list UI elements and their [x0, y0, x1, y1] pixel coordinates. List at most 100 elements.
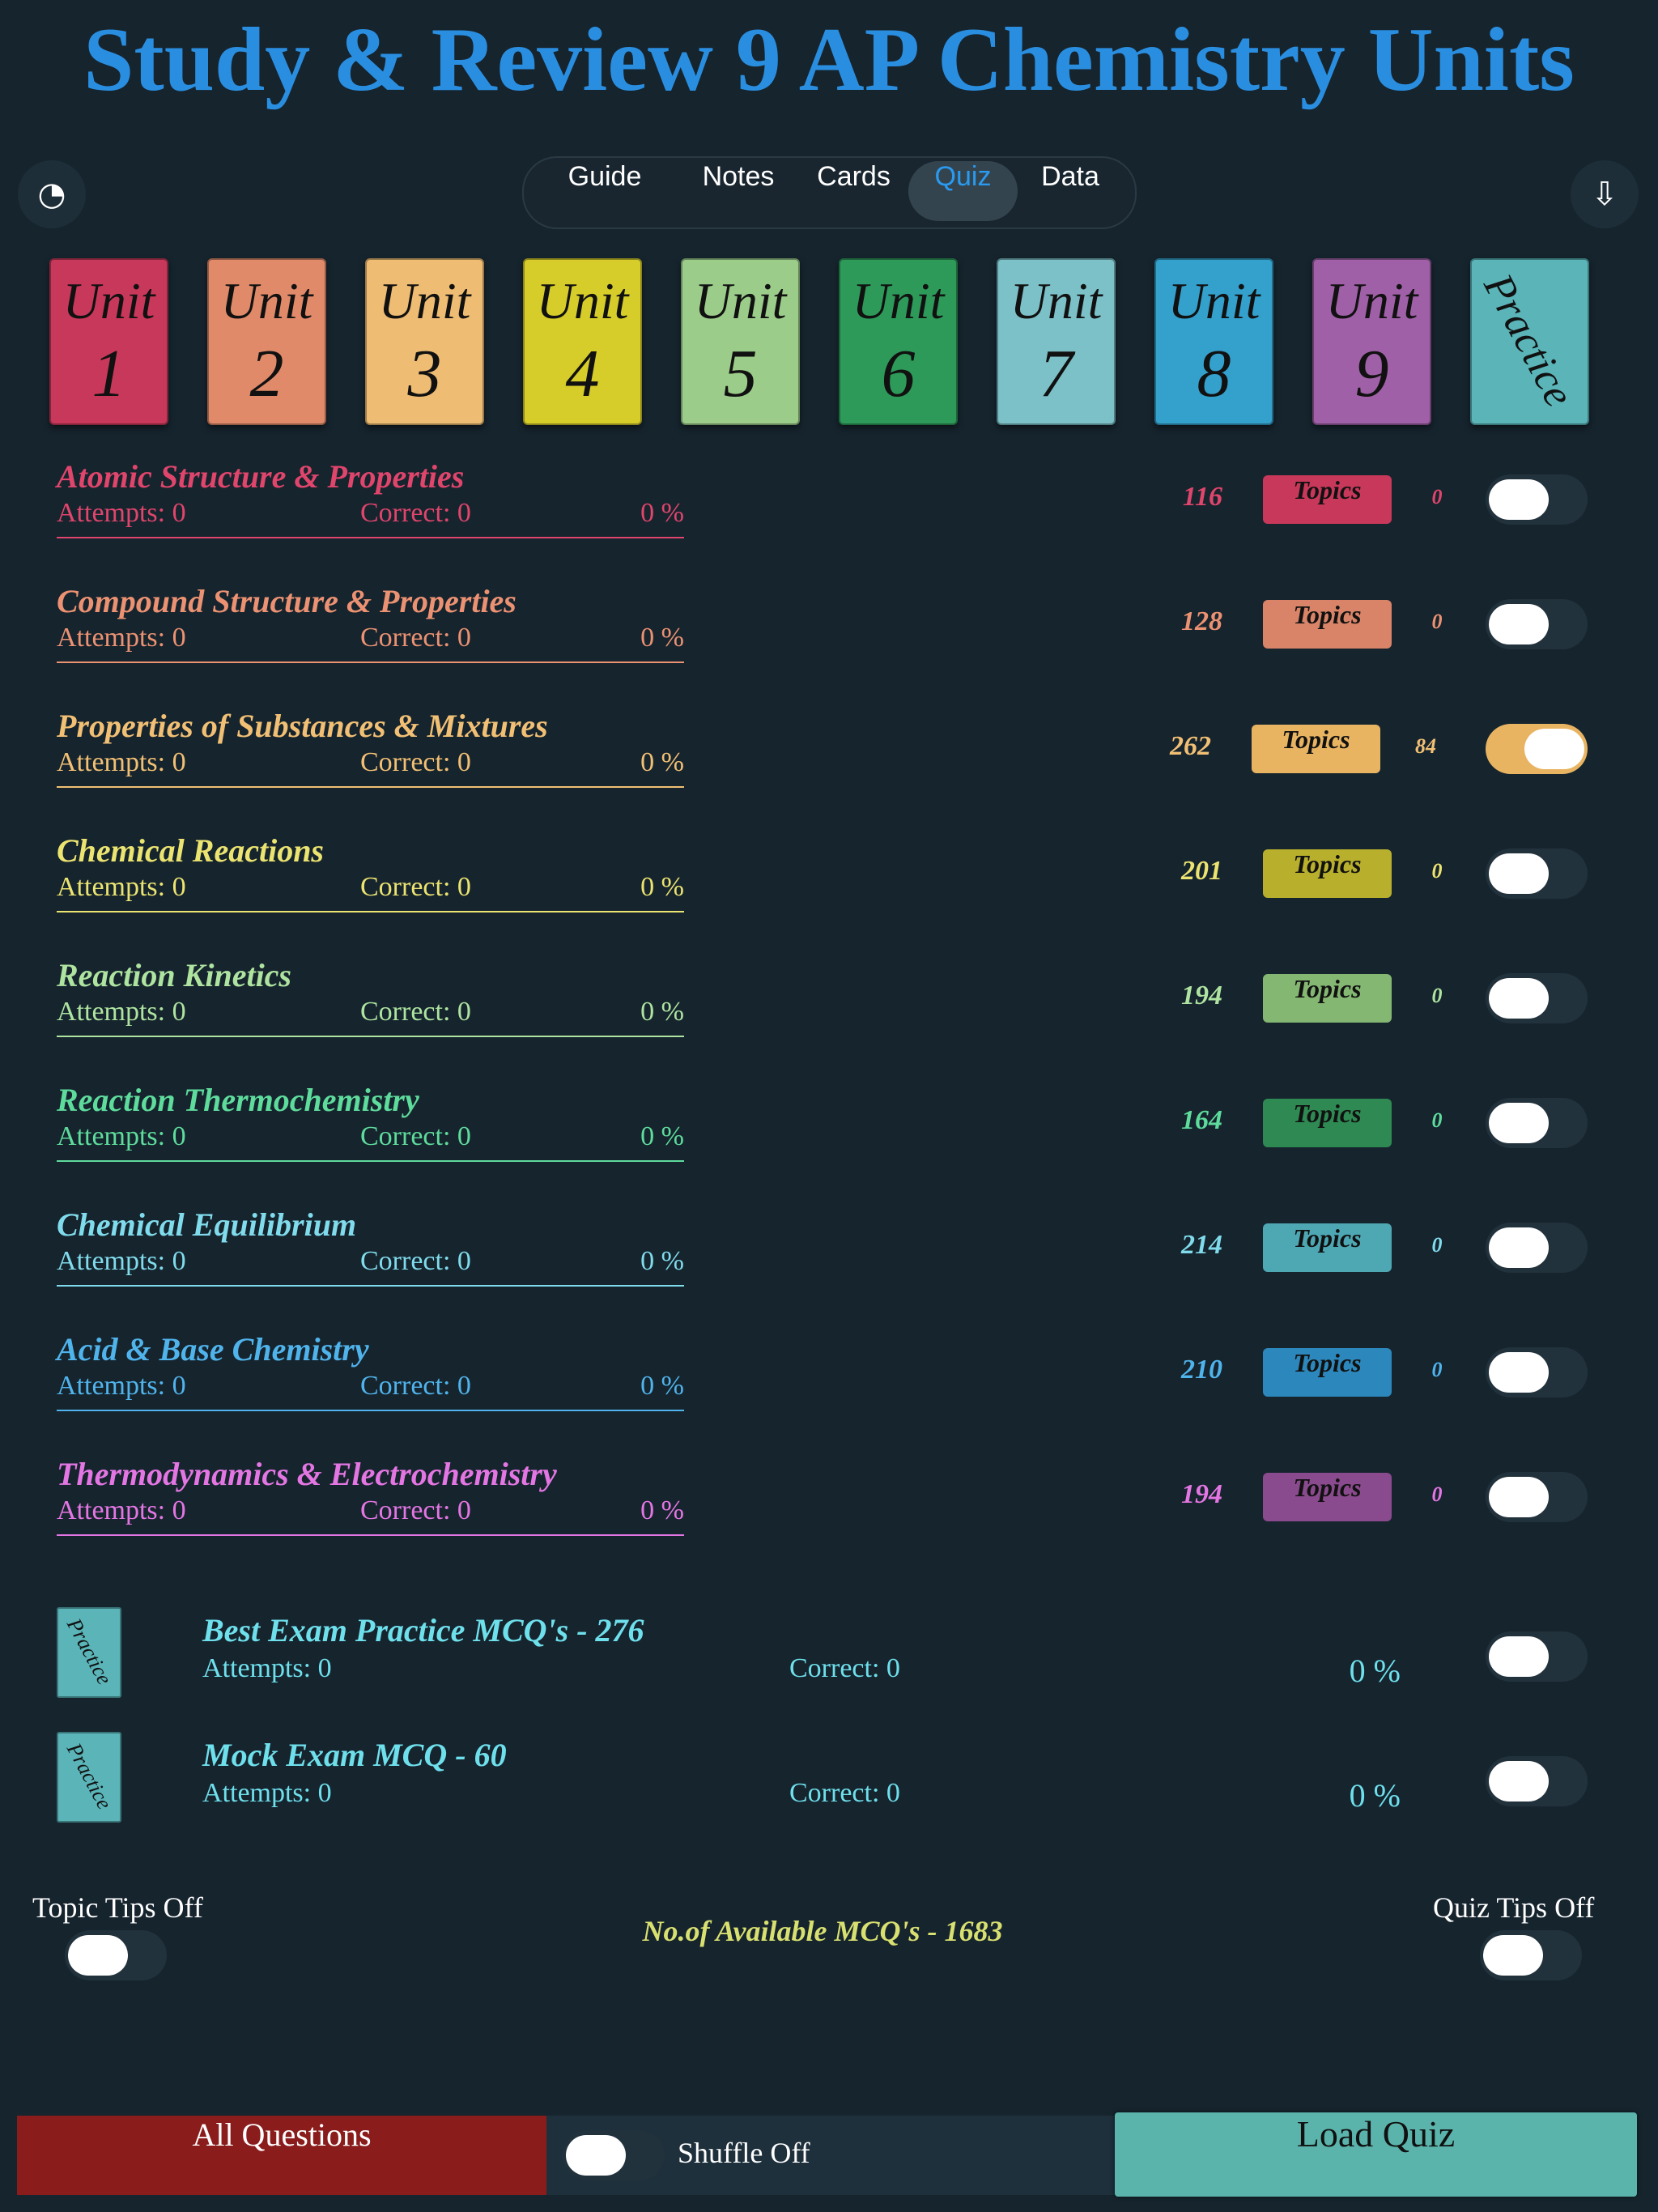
unit-card[interactable]: Unit 1: [49, 258, 168, 425]
topics-button[interactable]: Topics: [1252, 725, 1380, 773]
dashboard-button[interactable]: ◔: [18, 160, 86, 228]
attempts: Attempts: 0: [57, 1246, 186, 1276]
unit-name: Reaction Thermochemistry: [57, 1082, 419, 1118]
question-count: 201: [1181, 856, 1222, 886]
percent: 0 %: [640, 1121, 684, 1151]
unit-card[interactable]: Unit 6: [839, 258, 958, 425]
percent: 0 %: [1349, 1777, 1401, 1814]
shuffle-toggle[interactable]: [563, 2130, 665, 2180]
question-count: 128: [1181, 606, 1222, 636]
topic-tips-label: Topic Tips Off: [32, 1891, 203, 1924]
unit-name: Acid & Base Chemistry: [57, 1331, 369, 1368]
practice-name: Best Exam Practice MCQ's - 276: [202, 1612, 644, 1648]
title: Study & Review 9 AP Chemistry Units: [83, 10, 1575, 110]
practice-icon-label: Practice: [62, 1614, 117, 1689]
tab[interactable]: Cards: [817, 161, 891, 192]
selected-count: 0: [1431, 1482, 1443, 1506]
practice-toggle[interactable]: [1486, 1756, 1588, 1806]
unit-card[interactable]: Unit 9: [1312, 258, 1431, 425]
unit-card[interactable]: Unit 3: [365, 258, 484, 425]
topics-button[interactable]: Topics: [1263, 849, 1392, 898]
underline: [57, 786, 684, 788]
unit-toggle[interactable]: [1486, 724, 1588, 774]
unit-card[interactable]: Practice: [1470, 258, 1589, 425]
question-count: 164: [1181, 1105, 1222, 1135]
unit-card-number: 1: [91, 336, 126, 411]
correct: Correct: 0: [789, 1653, 900, 1683]
unit-card[interactable]: Unit 8: [1154, 258, 1273, 425]
practice-toggle[interactable]: [1486, 1631, 1588, 1682]
percent: 0 %: [640, 872, 684, 902]
underline: [57, 1036, 684, 1037]
topics-button[interactable]: Topics: [1263, 475, 1392, 524]
unit-card-label: Unit: [220, 272, 313, 330]
unit-toggle[interactable]: [1486, 599, 1588, 649]
percent: 0 %: [640, 623, 684, 653]
unit-card-number: 7: [1039, 336, 1073, 411]
question-count: 262: [1170, 731, 1211, 761]
unit-name: Thermodynamics & Electrochemistry: [57, 1456, 557, 1492]
unit-toggle[interactable]: [1486, 474, 1588, 525]
unit-card-label: Practice: [1474, 266, 1583, 415]
selected-count: 0: [1431, 610, 1443, 633]
attempts: Attempts: 0: [57, 1495, 186, 1525]
unit-card[interactable]: Unit 5: [681, 258, 800, 425]
unit-toggle[interactable]: [1486, 1098, 1588, 1148]
unit-card-label: Unit: [852, 272, 945, 330]
topics-button[interactable]: Topics: [1263, 600, 1392, 649]
unit-card[interactable]: Unit 2: [207, 258, 326, 425]
load-quiz-button[interactable]: Load Quiz: [1115, 2112, 1637, 2197]
unit-toggle[interactable]: [1486, 1223, 1588, 1273]
attempts: Attempts: 0: [57, 997, 186, 1027]
unit-card-number: 3: [407, 336, 442, 411]
topic-tips-toggle[interactable]: [65, 1930, 167, 1980]
unit-card-label: Unit: [378, 272, 471, 330]
quiz-tips-toggle[interactable]: [1480, 1930, 1582, 1980]
unit-card[interactable]: Unit 4: [523, 258, 642, 425]
topics-button[interactable]: Topics: [1263, 1473, 1392, 1521]
unit-card-label: Unit: [694, 272, 787, 330]
underline: [57, 1285, 684, 1287]
unit-name: Reaction Kinetics: [57, 957, 291, 993]
unit-card-label: Unit: [1010, 272, 1103, 330]
underline: [57, 661, 684, 663]
correct: Correct: 0: [789, 1778, 900, 1808]
unit-card[interactable]: Unit 7: [997, 258, 1116, 425]
attempts: Attempts: 0: [57, 623, 186, 653]
tab[interactable]: Notes: [702, 161, 775, 192]
all-questions-button[interactable]: All Questions: [17, 2116, 546, 2195]
unit-card-label: Unit: [1167, 272, 1261, 330]
practice-icon-label: Practice: [62, 1739, 117, 1814]
unit-name: Atomic Structure & Properties: [57, 458, 465, 495]
attempts: Attempts: 0: [57, 1121, 186, 1151]
unit-toggle[interactable]: [1486, 973, 1588, 1023]
percent: 0 %: [640, 997, 684, 1027]
unit-card-label: Unit: [536, 272, 629, 330]
download-button[interactable]: ⇩: [1571, 160, 1639, 228]
percent: 0 %: [640, 498, 684, 528]
topics-button[interactable]: Topics: [1263, 1099, 1392, 1147]
unit-toggle[interactable]: [1486, 1347, 1588, 1397]
topics-button[interactable]: Topics: [1263, 1348, 1392, 1397]
topics-button[interactable]: Topics: [1263, 1223, 1392, 1272]
practice-icon[interactable]: Practice: [57, 1607, 121, 1698]
attempts: Attempts: 0: [57, 747, 186, 777]
tab[interactable]: Quiz: [908, 161, 1018, 221]
practice-name: Mock Exam MCQ - 60: [202, 1737, 507, 1773]
tab[interactable]: Guide: [568, 161, 642, 192]
attempts: Attempts: 0: [57, 1371, 186, 1401]
correct: Correct: 0: [360, 1121, 471, 1151]
unit-card-number: 4: [565, 336, 600, 411]
tab[interactable]: Data: [1041, 161, 1099, 192]
practice-icon[interactable]: Practice: [57, 1732, 121, 1823]
unit-name: Properties of Substances & Mixtures: [57, 708, 548, 744]
unit-toggle[interactable]: [1486, 849, 1588, 899]
selected-count: 0: [1431, 859, 1443, 883]
percent: 0 %: [640, 747, 684, 777]
correct: Correct: 0: [360, 747, 471, 777]
selected-count: 0: [1431, 1108, 1443, 1132]
selected-count: 0: [1431, 1358, 1443, 1381]
topics-button[interactable]: Topics: [1263, 974, 1392, 1023]
unit-toggle[interactable]: [1486, 1472, 1588, 1522]
